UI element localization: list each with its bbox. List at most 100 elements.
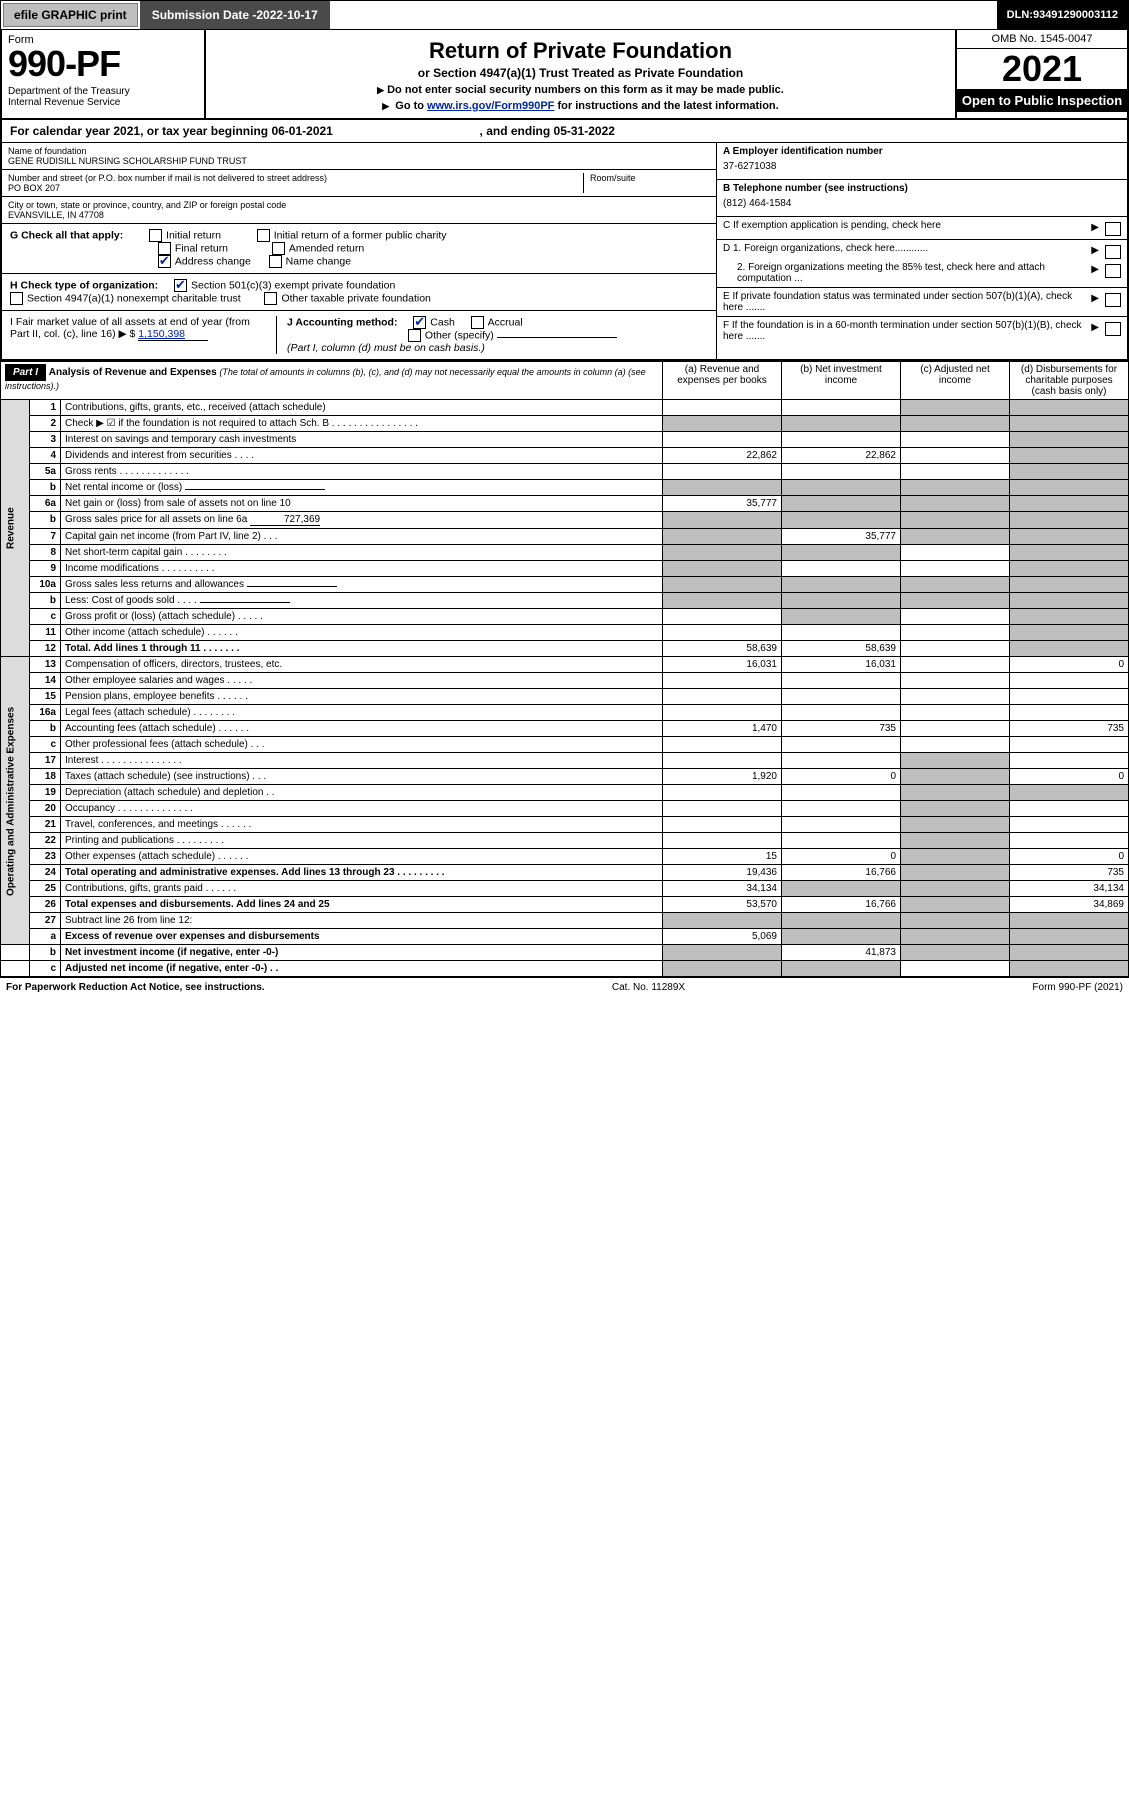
f-checkbox[interactable] [1105,322,1121,336]
l24-a: 19,436 [663,865,782,881]
city-value: EVANSVILLE, IN 47708 [8,210,710,220]
l2-desc: Check ▶ ☑ if the foundation is not requi… [61,416,663,432]
table-row: 2Check ▶ ☑ if the foundation is not requ… [1,416,1129,432]
h-4947-checkbox[interactable] [10,292,23,305]
f-label: F If the foundation is in a 60-month ter… [723,320,1085,342]
table-row: 3Interest on savings and temporary cash … [1,432,1129,448]
footer-left: For Paperwork Reduction Act Notice, see … [6,982,265,993]
l6a-desc: Net gain or (loss) from sale of assets n… [61,496,663,512]
g-o3: Address change [175,255,251,267]
room-label: Room/suite [590,173,710,183]
l5a-desc: Gross rents . . . . . . . . . . . . . [61,464,663,480]
arrow-icon: ▶ [1091,322,1099,333]
l4-b: 22,862 [782,448,901,464]
part1-badge: Part I [5,364,46,381]
table-row: 25Contributions, gifts, grants paid . . … [1,881,1129,897]
d2-label: 2. Foreign organizations meeting the 85%… [723,262,1085,284]
form-header: Form 990-PF Department of the Treasury I… [0,30,1129,120]
l9-desc: Income modifications . . . . . . . . . . [61,561,663,577]
instructions-link-line: Go to www.irs.gov/Form990PF for instruct… [216,100,945,112]
l10b-desc: Less: Cost of goods sold . . . . [65,595,197,606]
table-row: 9Income modifications . . . . . . . . . … [1,561,1129,577]
phone-value: (812) 464-1584 [723,194,1121,213]
submission-date-value: 2022-10-17 [256,8,317,22]
phone-label: B Telephone number (see instructions) [723,183,1121,194]
g-name-change-checkbox[interactable] [269,255,282,268]
part1-table: Part I Analysis of Revenue and Expenses … [0,361,1129,977]
l18-desc: Taxes (attach schedule) (see instruction… [61,769,663,785]
foundation-name-cell: Name of foundation GENE RUDISILL NURSING… [2,143,716,170]
l6b-val: 727,369 [250,514,320,526]
d2-checkbox[interactable] [1105,264,1121,278]
l26-b: 16,766 [782,897,901,913]
l18-b: 0 [782,769,901,785]
l21-desc: Travel, conferences, and meetings . . . … [61,817,663,833]
l16b-desc: Accounting fees (attach schedule) . . . … [61,721,663,737]
arrow-icon: ▶ [1091,264,1099,275]
table-row: bLess: Cost of goods sold . . . . [1,593,1129,609]
col-d-header: (d) Disbursements for charitable purpose… [1010,362,1129,400]
instructions-link[interactable]: www.irs.gov/Form990PF [427,100,554,112]
l6b-desc: Gross sales price for all assets on line… [65,514,247,525]
efile-print-button[interactable]: efile GRAPHIC print [3,3,138,27]
l10c-desc: Gross profit or (loss) (attach schedule)… [61,609,663,625]
l16b-b: 735 [782,721,901,737]
l27-desc: Subtract line 26 from line 12: [61,913,663,929]
l24-desc: Total operating and administrative expen… [65,867,445,878]
form-year-block: OMB No. 1545-0047 2021 Open to Public In… [955,30,1127,118]
e-cell: E If private foundation status was termi… [717,288,1127,317]
arrow-icon: ▶ [1091,245,1099,256]
j-o2: Accrual [488,316,523,328]
l3-desc: Interest on savings and temporary cash i… [61,432,663,448]
footer-right: Form 990-PF (2021) [1032,982,1123,993]
h-501c3-checkbox[interactable] [174,279,187,292]
part1-title: Analysis of Revenue and Expenses [49,367,217,378]
l27a-a: 5,069 [663,929,782,945]
j-accrual-checkbox[interactable] [471,316,484,329]
l20-desc: Occupancy . . . . . . . . . . . . . . [61,801,663,817]
ssn-warning: Do not enter social security numbers on … [216,84,945,96]
city-cell: City or town, state or province, country… [2,197,716,224]
l26-d: 34,869 [1010,897,1129,913]
table-row: 18Taxes (attach schedule) (see instructi… [1,769,1129,785]
fmv-link[interactable]: 1,150,398 [138,328,208,341]
table-row: 17Interest . . . . . . . . . . . . . . . [1,753,1129,769]
col-a-header: (a) Revenue and expenses per books [663,362,782,400]
g-o1: Initial return [166,229,221,241]
table-row: 24Total operating and administrative exp… [1,865,1129,881]
g-initial-return-checkbox[interactable] [149,229,162,242]
j-other-checkbox[interactable] [408,329,421,342]
l27b-desc: Net investment income (if negative, ente… [65,947,278,958]
g-former-charity-checkbox[interactable] [257,229,270,242]
section-i-j: I Fair market value of all assets at end… [2,311,716,359]
l25-d: 34,134 [1010,881,1129,897]
cy-begin: 06-01-2021 [271,124,332,138]
l27b-b: 41,873 [782,945,901,961]
l18-a: 1,920 [663,769,782,785]
g-amended-checkbox[interactable] [272,242,285,255]
g-o2: Final return [175,242,228,254]
name-label: Name of foundation [8,146,710,156]
l16b-d: 735 [1010,721,1129,737]
footer-center: Cat. No. 11289X [612,982,685,993]
table-row: 5aGross rents . . . . . . . . . . . . . [1,464,1129,480]
d1-checkbox[interactable] [1105,245,1121,259]
goto-pre: Go to [395,100,427,112]
table-row: cAdjusted net income (if negative, enter… [1,961,1129,977]
table-row: cGross profit or (loss) (attach schedule… [1,609,1129,625]
e-checkbox[interactable] [1105,293,1121,307]
c-checkbox[interactable] [1105,222,1121,236]
h-label: H Check type of organization: [10,279,158,291]
table-row: aExcess of revenue over expenses and dis… [1,929,1129,945]
table-row: 4Dividends and interest from securities … [1,448,1129,464]
l27a-desc: Excess of revenue over expenses and disb… [65,931,320,942]
h-o2: Section 4947(a)(1) nonexempt charitable … [27,292,241,304]
city-label: City or town, state or province, country… [8,200,710,210]
d1-label: D 1. Foreign organizations, check here..… [723,243,1085,254]
l23-d: 0 [1010,849,1129,865]
h-other-taxable-checkbox[interactable] [264,292,277,305]
l12-a: 58,639 [663,641,782,657]
g-address-change-checkbox[interactable] [158,255,171,268]
l7-desc: Capital gain net income (from Part IV, l… [61,529,663,545]
j-cash-checkbox[interactable] [413,316,426,329]
